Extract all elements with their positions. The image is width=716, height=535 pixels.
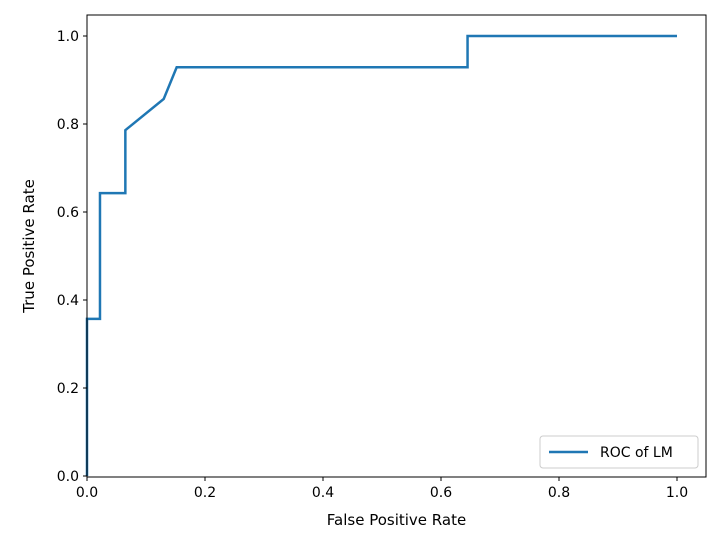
y-axis-label: True Positive Rate [20,179,38,314]
x-tick-label: 0.6 [430,485,452,501]
plot-frame [86,14,707,478]
legend-box [539,435,699,469]
y-tick-label: 0.2 [57,381,79,397]
series-line-roc-of-lm [85,34,677,476]
x-tick-label: 0.2 [194,485,216,501]
x-tick-label: 1.0 [666,485,688,501]
x-axis-label: False Positive Rate [327,511,466,529]
plot-area [85,34,677,476]
y-tick-label: 0.8 [57,117,79,133]
legend-label-roc-of-lm: ROC of LM [600,445,673,461]
legend: ROC of LM [539,435,699,469]
x-tick-label: 0.4 [312,485,334,501]
axes: 0.0 0.2 0.4 0.6 0.8 1.0 0.0 0.2 0.4 0.6 0.8 1.0 [57,14,707,501]
y-tick-label: 0.4 [57,293,79,309]
x-tick-label: 0.8 [548,485,570,501]
y-tick-label: 0.0 [57,469,79,485]
y-tick-label: 0.6 [57,205,79,221]
y-tick-label: 1.0 [57,29,79,45]
x-tick-label: 0.0 [76,485,98,501]
